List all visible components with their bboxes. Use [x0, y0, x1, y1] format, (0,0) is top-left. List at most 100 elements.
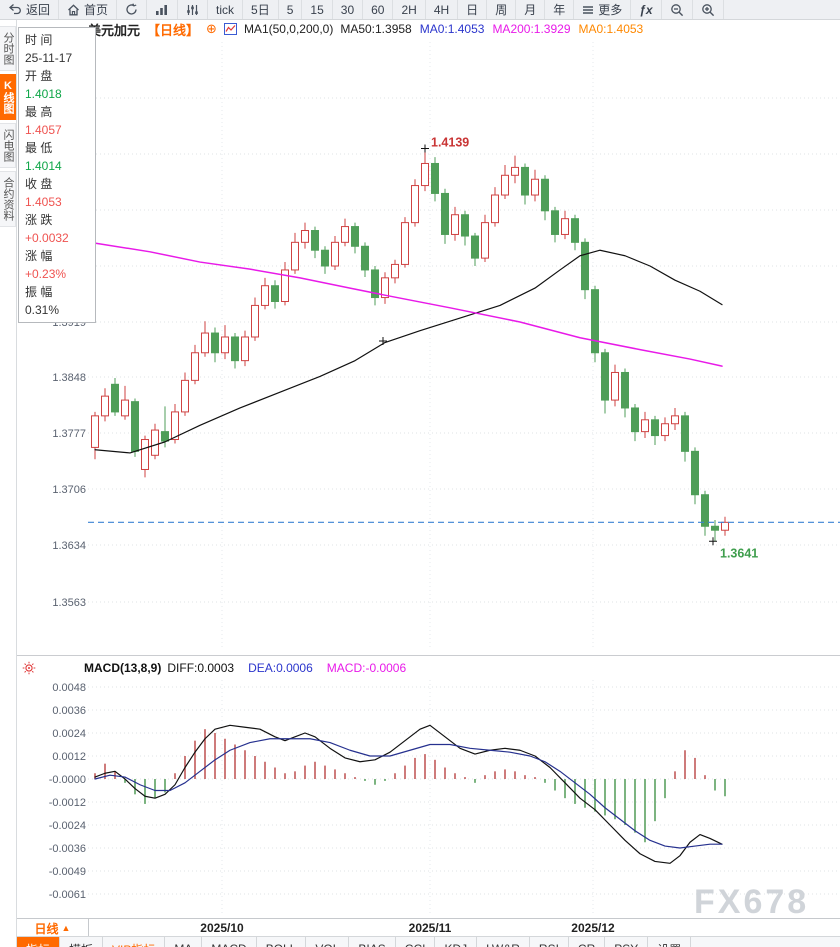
sidebar-tab-time-chart[interactable]: 分时图 — [0, 26, 16, 71]
toolbar-button-home[interactable]: 首页 — [59, 0, 118, 19]
indicator-tab-RSI[interactable]: RSI — [530, 937, 569, 947]
time-axis-tick: 2025/12 — [571, 921, 615, 935]
toolbar-button-formula[interactable]: ƒx — [631, 0, 662, 19]
toolbar-button-m30[interactable]: 30 — [333, 0, 364, 19]
macd-header: MACD(13,8,9) DIFF:0.0003 DEA:0.0006 MACD… — [17, 655, 840, 679]
candle-body — [521, 166, 529, 196]
toolbar-button-m15[interactable]: 15 — [302, 0, 333, 19]
macd-histogram — [94, 729, 726, 843]
toolbar-button-label: tick — [216, 2, 235, 17]
toolbar-button-h4[interactable]: 4H — [426, 0, 459, 19]
toolbar-button-volume-chart[interactable] — [147, 0, 179, 19]
indicator-tab-模板[interactable]: 模板 — [60, 937, 104, 947]
home-icon — [67, 3, 80, 16]
toolbar-button-more[interactable]: 更多 — [574, 0, 632, 19]
quote-row-value: 25-11-17 — [25, 51, 73, 65]
indicator-tab-KDJ[interactable]: KDJ — [435, 937, 478, 947]
candle-body — [381, 277, 389, 299]
quote-row-label: 时 间 — [25, 33, 53, 47]
candle-body — [481, 222, 489, 259]
indicator-tab-MA[interactable]: MA — [165, 937, 203, 947]
candle-body — [121, 399, 129, 417]
candle-body — [251, 304, 259, 338]
svg-text:0.0048: 0.0048 — [52, 682, 86, 694]
indicator-settings-icon[interactable] — [22, 661, 36, 675]
sidebar-tab-contract-info[interactable]: 合约资料 — [0, 171, 16, 227]
indicator-tab-BOLL[interactable]: BOLL — [257, 937, 307, 947]
sidebar-tab-kline-chart[interactable]: K线图 — [0, 74, 16, 120]
macd-diff-line — [94, 724, 723, 864]
candle-body — [321, 249, 329, 267]
candle-body — [111, 383, 119, 413]
candle-body — [571, 218, 579, 243]
toolbar-button-back[interactable]: 返回 — [0, 0, 60, 19]
toolbar-button-m5[interactable]: 5 — [279, 0, 303, 19]
svg-text:0.0036: 0.0036 — [52, 705, 86, 717]
macd-grid — [88, 680, 840, 914]
toolbar-button-label: 更多 — [598, 3, 623, 17]
candle-body — [541, 178, 549, 212]
sidebar-tab-flash-chart[interactable]: 闪电图 — [0, 123, 16, 168]
indicator-tab-VIP指标[interactable]: VIP指标 — [103, 937, 166, 947]
toolbar-button-zoom-in[interactable] — [693, 0, 724, 19]
candle-body — [401, 222, 409, 265]
candle-body — [101, 395, 109, 417]
toolbar-button-m60[interactable]: 60 — [363, 0, 394, 19]
candle-body — [171, 411, 179, 441]
toolbar-button-refresh[interactable] — [117, 0, 148, 19]
ma-legend-value: MA0:1.4053 — [419, 22, 485, 36]
main-chart-canvas[interactable]: 1.39191.38481.37771.37061.36341.35631.41… — [0, 38, 840, 918]
indicator-tab-CR[interactable]: CR — [569, 937, 606, 947]
toolbar-button-label: 日 — [466, 3, 479, 17]
crosshair-marker-icon — [379, 337, 387, 345]
candle-body — [281, 269, 289, 302]
toolbar-button-tick[interactable]: tick — [208, 0, 244, 19]
ma-legend-value: MA0:1.4053 — [578, 22, 644, 36]
caret-up-icon: ▲ — [61, 923, 71, 933]
indicator-tab-VOL[interactable]: VOL — [306, 937, 350, 947]
svg-text:0.0024: 0.0024 — [52, 728, 86, 740]
toolbar-button-week[interactable]: 周 — [487, 0, 517, 19]
candle-body — [611, 371, 619, 401]
indicator-tab-PSY[interactable]: PSY — [605, 937, 649, 947]
toolbar-button-year[interactable]: 年 — [545, 0, 575, 19]
period-tag: 【日线】 — [147, 22, 200, 38]
quote-row-value: 1.4018 — [25, 87, 62, 101]
toolbar-button-indicator-settings[interactable] — [178, 0, 209, 19]
indicator-tab-MACD[interactable]: MACD — [202, 937, 257, 947]
toolbar-button-h2[interactable]: 2H — [393, 0, 426, 19]
period-selector-label: 日线 — [34, 921, 59, 936]
candle-body — [721, 521, 729, 531]
candle-body — [641, 419, 649, 433]
svg-text:-0.0000: -0.0000 — [49, 774, 86, 786]
indicator-tab-设置[interactable]: 设置 — [648, 937, 692, 947]
indicator-tab-指标[interactable]: 指标 — [17, 937, 61, 947]
macd-axis-labels: 0.0048 0.0036 0.0024 0.0012 -0.0000 -0.0012 -0… — [49, 682, 86, 901]
candle-body — [661, 423, 669, 437]
candle-body — [261, 285, 269, 306]
candle-body — [151, 429, 159, 456]
add-favorite-icon[interactable]: ⊕ — [206, 21, 217, 36]
candle-body — [191, 352, 199, 381]
toolbar-button-zoom-out[interactable] — [662, 0, 693, 19]
toolbar-button-label: 15 — [310, 2, 324, 17]
period-selector[interactable]: 日线 ▲ — [17, 919, 89, 937]
quote-row-label: 涨 幅 — [25, 249, 53, 263]
indicator-tab-BIAS[interactable]: BIAS — [349, 937, 396, 947]
svg-text:-0.0024: -0.0024 — [49, 820, 86, 832]
indicator-tab-CCI[interactable]: CCI — [396, 937, 436, 947]
candle-body — [561, 218, 569, 235]
back-arrow-icon — [8, 3, 22, 16]
quote-row-label: 最 低 — [25, 141, 53, 155]
toolbar-button-day[interactable]: 日 — [458, 0, 488, 19]
candle-body — [511, 166, 519, 176]
svg-text:-0.0012: -0.0012 — [49, 797, 86, 809]
ma200-line — [94, 242, 723, 367]
candle-body — [341, 226, 349, 243]
indicator-tab-LW&R[interactable]: LW&R — [477, 937, 530, 947]
toolbar-button-month[interactable]: 月 — [516, 0, 546, 19]
toolbar-button-5d[interactable]: 5日 — [243, 0, 279, 19]
candle-body — [421, 162, 429, 187]
